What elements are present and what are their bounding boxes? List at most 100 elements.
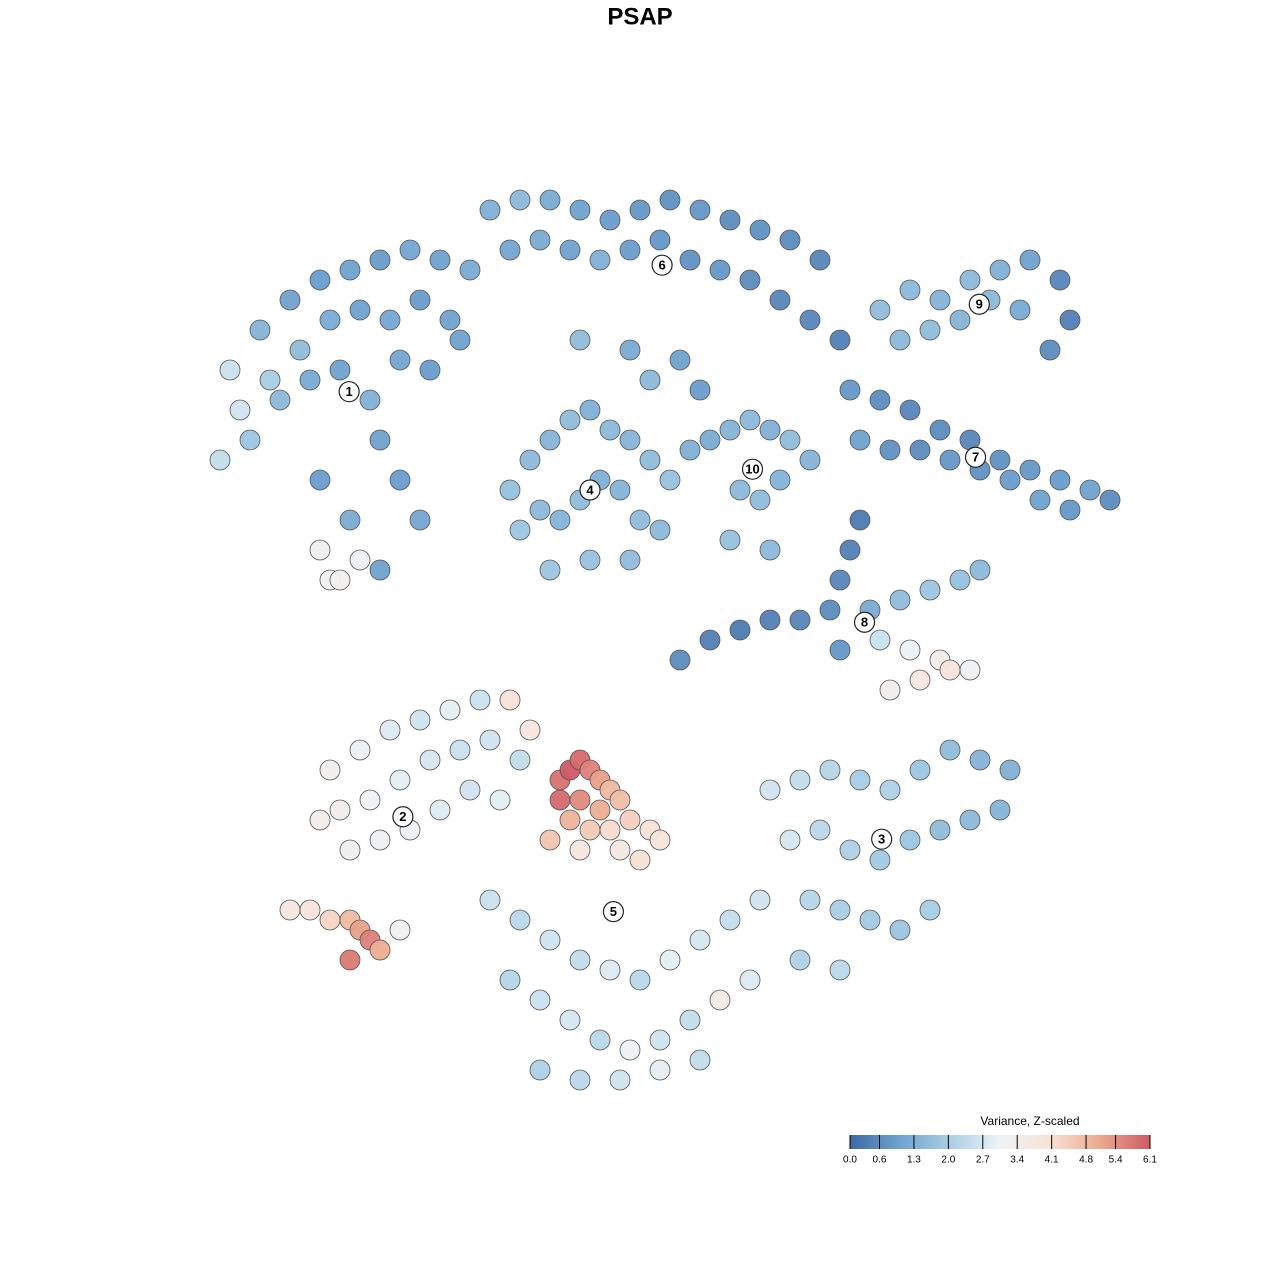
point xyxy=(949,309,971,331)
point xyxy=(519,449,541,471)
colorbar-tick-label: 3.4 xyxy=(1010,1155,1024,1166)
cluster-badge xyxy=(338,381,360,403)
point xyxy=(1019,249,1041,271)
point xyxy=(239,429,261,451)
point xyxy=(969,559,991,581)
colorbar-tick-label: 1.3 xyxy=(907,1155,921,1166)
point xyxy=(229,399,251,421)
colorbar-tick-label: 4.1 xyxy=(1045,1155,1059,1166)
point xyxy=(559,409,581,431)
point xyxy=(349,739,371,761)
point xyxy=(909,759,931,781)
point xyxy=(599,819,621,841)
point xyxy=(329,359,351,381)
point xyxy=(829,639,851,661)
point xyxy=(719,529,741,551)
cluster-badge xyxy=(968,293,990,315)
point xyxy=(799,449,821,471)
point xyxy=(959,659,981,681)
point xyxy=(649,229,671,251)
point xyxy=(439,309,461,331)
point xyxy=(579,399,601,421)
point xyxy=(709,989,731,1011)
point xyxy=(859,909,881,931)
point xyxy=(639,369,661,391)
point xyxy=(369,429,391,451)
point xyxy=(779,429,801,451)
point xyxy=(659,469,681,491)
colorbar-bar xyxy=(850,1135,1150,1149)
point xyxy=(759,539,781,561)
point xyxy=(419,359,441,381)
point xyxy=(569,839,591,861)
colorbar-tick-label: 0.0 xyxy=(843,1155,857,1166)
point xyxy=(519,719,541,741)
point xyxy=(829,899,851,921)
point xyxy=(749,889,771,911)
point xyxy=(609,839,631,861)
point xyxy=(619,339,641,361)
point xyxy=(389,349,411,371)
point xyxy=(869,389,891,411)
point xyxy=(499,239,521,261)
point xyxy=(629,849,651,871)
point xyxy=(279,899,301,921)
point xyxy=(499,689,521,711)
point xyxy=(609,1069,631,1091)
point xyxy=(559,1009,581,1031)
point xyxy=(309,269,331,291)
cluster-badge xyxy=(964,446,987,468)
point xyxy=(649,519,671,541)
point xyxy=(649,1059,671,1081)
point xyxy=(449,329,471,351)
cluster-label: 10 xyxy=(745,462,759,477)
point xyxy=(509,519,531,541)
point xyxy=(319,759,341,781)
point xyxy=(809,819,831,841)
point xyxy=(879,439,901,461)
point xyxy=(219,359,241,381)
point xyxy=(889,329,911,351)
point xyxy=(379,309,401,331)
point xyxy=(759,609,781,631)
colorbar-tick-label: 0.6 xyxy=(873,1155,887,1166)
point xyxy=(539,429,561,451)
point xyxy=(789,949,811,971)
cluster-label: 7 xyxy=(972,450,979,465)
point xyxy=(869,629,891,651)
point xyxy=(679,439,701,461)
point xyxy=(409,509,431,531)
point xyxy=(589,799,611,821)
point xyxy=(669,649,691,671)
point xyxy=(839,539,861,561)
point xyxy=(1099,489,1121,511)
point xyxy=(689,379,711,401)
point xyxy=(929,419,951,441)
point xyxy=(419,749,441,771)
point xyxy=(609,789,631,811)
point xyxy=(729,479,751,501)
point xyxy=(719,419,741,441)
point xyxy=(489,789,511,811)
point xyxy=(839,379,861,401)
point xyxy=(969,749,991,771)
point xyxy=(989,259,1011,281)
point xyxy=(319,909,341,931)
point xyxy=(719,209,741,231)
point xyxy=(569,949,591,971)
point xyxy=(619,1039,641,1061)
point xyxy=(369,559,391,581)
point xyxy=(209,449,231,471)
point xyxy=(659,949,681,971)
point xyxy=(579,819,601,841)
cluster-badge xyxy=(853,611,876,633)
point xyxy=(309,539,331,561)
point xyxy=(899,399,921,421)
point xyxy=(899,279,921,301)
point xyxy=(739,969,761,991)
point xyxy=(1029,489,1051,511)
point xyxy=(619,239,641,261)
point xyxy=(649,1029,671,1051)
cluster-badge xyxy=(741,458,764,480)
point xyxy=(599,209,621,231)
